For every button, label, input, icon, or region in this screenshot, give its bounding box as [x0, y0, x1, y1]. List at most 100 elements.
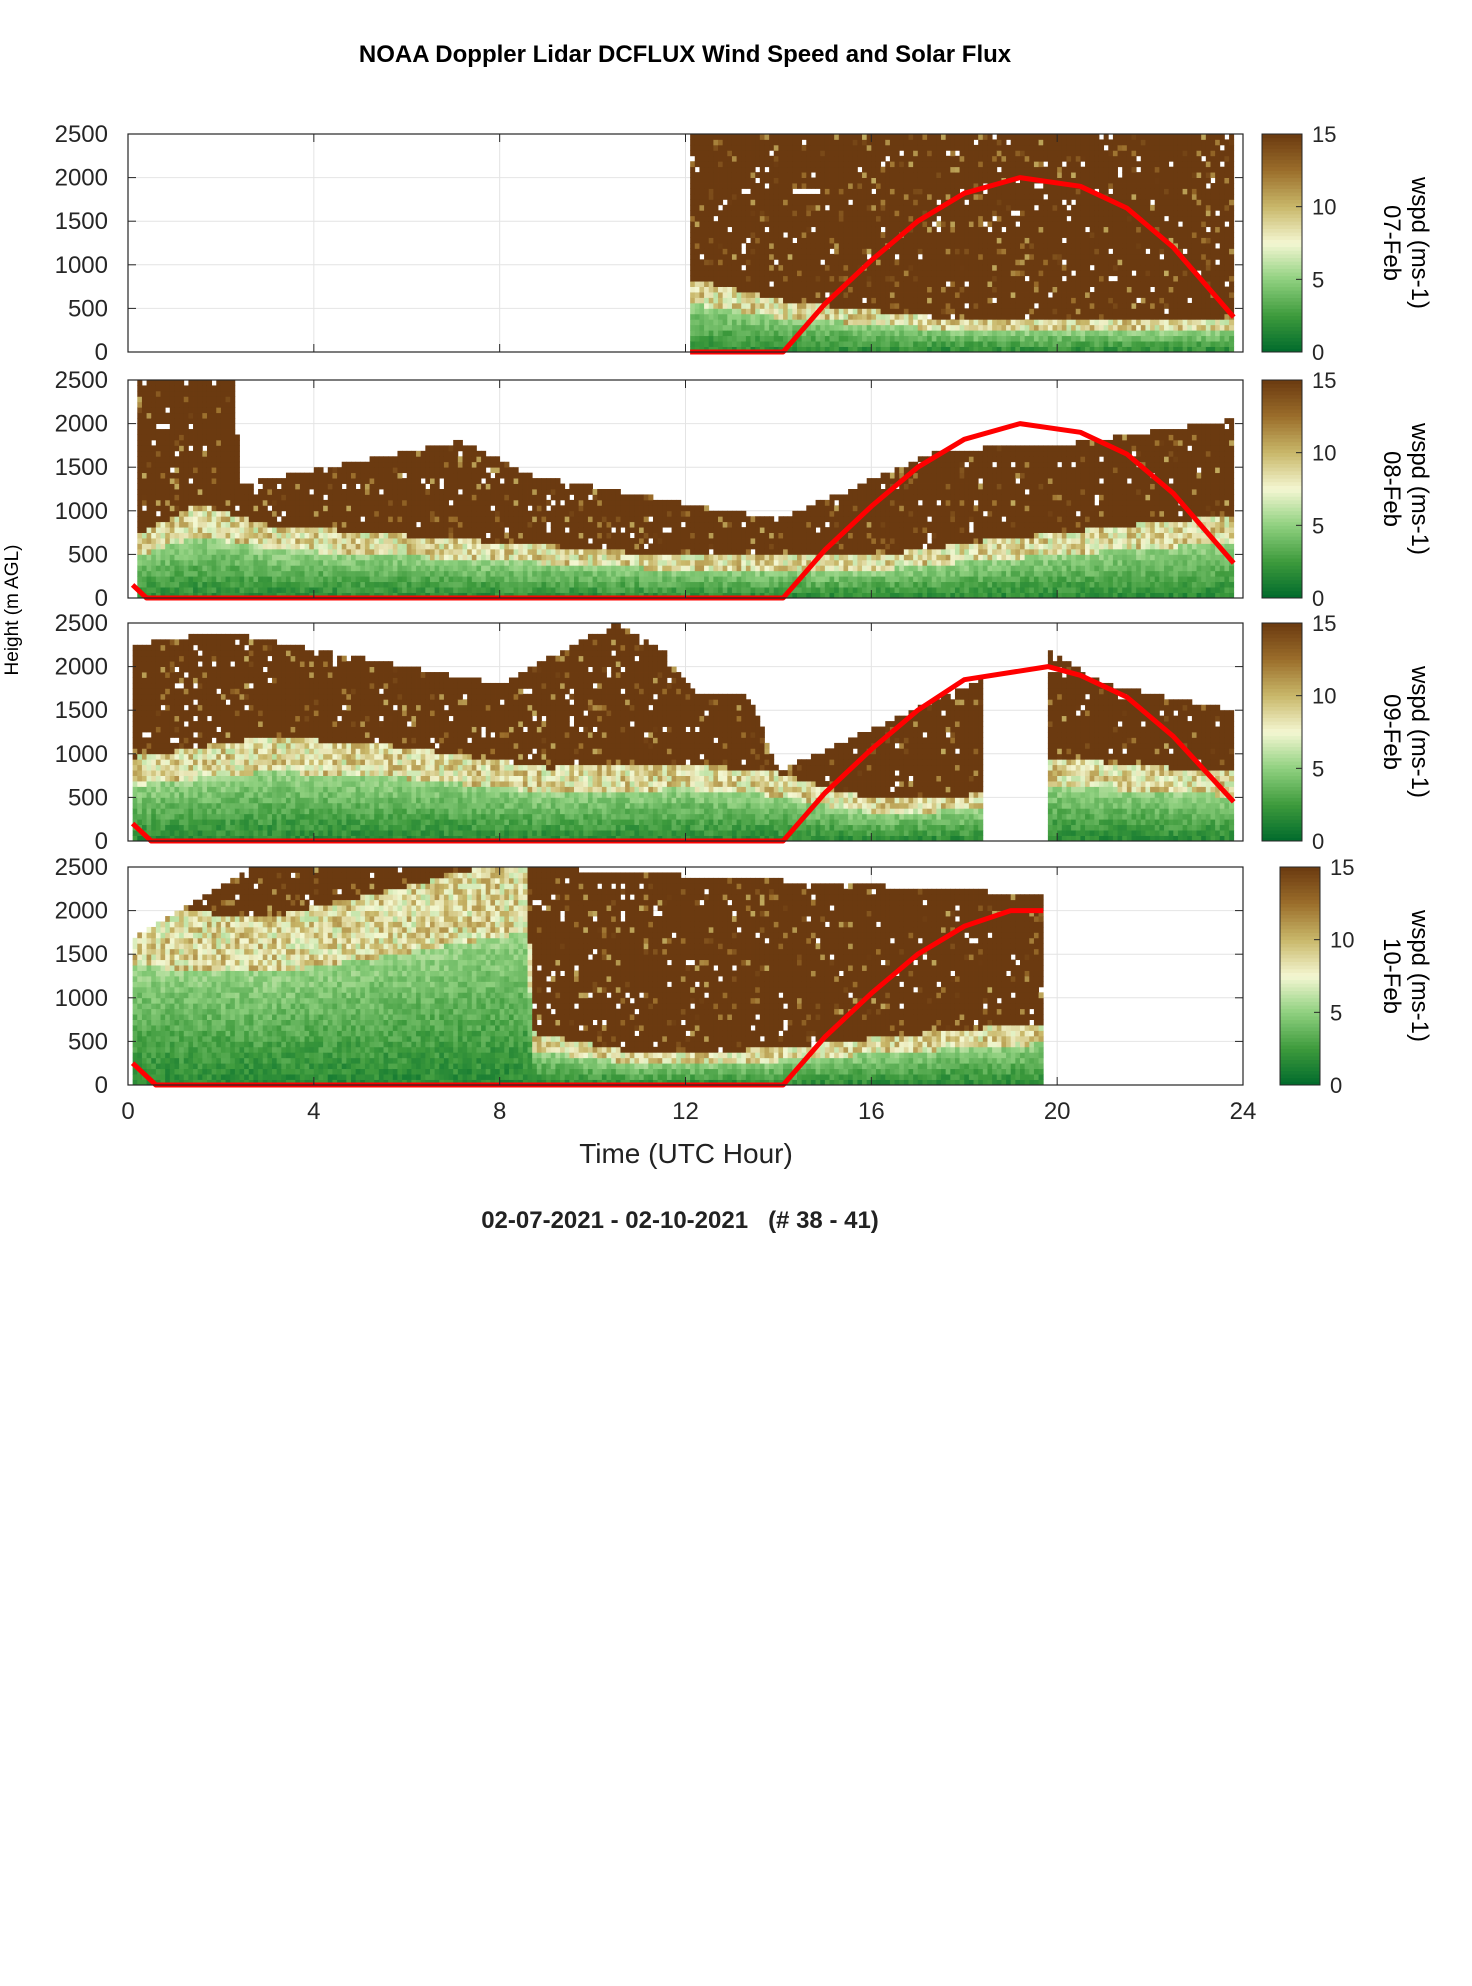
heatmap-cell — [709, 265, 714, 271]
heatmap-cell — [764, 194, 769, 200]
heatmap-cell — [713, 161, 718, 167]
heatmap-cell — [713, 189, 718, 195]
heatmap-cell — [690, 292, 695, 298]
heatmap-cell — [760, 238, 765, 244]
heatmap-cell — [699, 167, 704, 173]
heatmap-cell — [867, 161, 872, 167]
heatmap-cell — [867, 221, 872, 227]
heatmap-cell — [769, 178, 774, 184]
heatmap-cell — [792, 232, 797, 238]
heatmap-cell — [834, 238, 839, 244]
heatmap-cell — [843, 199, 848, 205]
heatmap-cell — [802, 238, 807, 244]
heatmap-cell — [867, 238, 872, 244]
heatmap-cell — [746, 183, 751, 189]
heatmap-cell — [774, 150, 779, 156]
heatmap-cell — [890, 319, 895, 325]
heatmap-cell — [857, 139, 862, 145]
heatmap-cell — [755, 341, 760, 347]
heatmap-cell — [732, 248, 737, 254]
heatmap-cell — [741, 270, 746, 276]
heatmap-cell — [839, 341, 844, 347]
heatmap-cell — [806, 210, 811, 216]
heatmap-cell — [871, 205, 876, 211]
heatmap-cell — [834, 341, 839, 347]
heatmap-cell — [834, 194, 839, 200]
heatmap-cell — [783, 216, 788, 222]
heatmap-cell — [774, 325, 779, 331]
heatmap-cell — [769, 259, 774, 265]
heatmap-cell — [709, 238, 714, 244]
heatmap-cell — [778, 270, 783, 276]
heatmap-cell — [737, 287, 742, 293]
heatmap-cell — [769, 330, 774, 336]
heatmap-cell — [839, 243, 844, 249]
heatmap-cell — [704, 303, 709, 309]
heatmap-cell — [783, 281, 788, 287]
heatmap-cell — [769, 325, 774, 331]
heatmap-cell — [788, 287, 793, 293]
heatmap-cell — [704, 265, 709, 271]
heatmap-cell — [825, 134, 830, 140]
heatmap-cell — [834, 298, 839, 304]
heatmap-cell — [778, 259, 783, 265]
heatmap-cell — [713, 292, 718, 298]
heatmap-cell — [876, 205, 881, 211]
heatmap-cell — [862, 276, 867, 282]
heatmap-cell — [718, 232, 723, 238]
heatmap-cell — [830, 216, 835, 222]
heatmap-cell — [797, 161, 802, 167]
heatmap-cell — [885, 270, 890, 276]
heatmap-cell — [774, 248, 779, 254]
heatmap-cell — [881, 325, 886, 331]
heatmap-cell — [783, 259, 788, 265]
heatmap-cell — [709, 298, 714, 304]
heatmap-cell — [704, 298, 709, 304]
heatmap-cell — [811, 238, 816, 244]
heatmap-cell — [769, 183, 774, 189]
heatmap-cell — [825, 172, 830, 178]
heatmap-cell — [885, 336, 890, 342]
heatmap-cell — [760, 156, 765, 162]
heatmap-cell — [825, 199, 830, 205]
heatmap-cell — [825, 314, 830, 320]
heatmap-cell — [760, 221, 765, 227]
heatmap-cell — [769, 210, 774, 216]
heatmap-cell — [806, 308, 811, 314]
heatmap-cell — [751, 150, 756, 156]
heatmap-cell — [755, 330, 760, 336]
heatmap-cell — [857, 303, 862, 309]
heatmap-cell — [732, 287, 737, 293]
heatmap-cell — [825, 183, 830, 189]
heatmap-cell — [806, 205, 811, 211]
heatmap-cell — [806, 336, 811, 342]
heatmap-cell — [746, 139, 751, 145]
heatmap-cell — [797, 303, 802, 309]
heatmap-cell — [857, 183, 862, 189]
heatmap-cell — [732, 330, 737, 336]
heatmap-cell — [816, 287, 821, 293]
heatmap-cell — [737, 314, 742, 320]
heatmap-cell — [723, 325, 728, 331]
heatmap-cell — [718, 210, 723, 216]
heatmap-cell — [732, 292, 737, 298]
heatmap-cell — [709, 178, 714, 184]
heatmap-cell — [881, 336, 886, 342]
heatmap-cell — [843, 205, 848, 211]
heatmap-cell — [737, 248, 742, 254]
heatmap-cell — [830, 308, 835, 314]
heatmap-cell — [746, 161, 751, 167]
heatmap-cell — [820, 194, 825, 200]
heatmap-cell — [853, 265, 858, 271]
heatmap-cell — [853, 145, 858, 151]
heatmap-cell — [690, 145, 695, 151]
heatmap-cell — [857, 172, 862, 178]
heatmap-cell — [713, 265, 718, 271]
heatmap-cell — [792, 325, 797, 331]
heatmap-cell — [839, 150, 844, 156]
heatmap-cell — [848, 303, 853, 309]
heatmap-cell — [751, 139, 756, 145]
heatmap-cell — [802, 227, 807, 233]
heatmap-cell — [811, 216, 816, 222]
heatmap-cell — [885, 259, 890, 265]
